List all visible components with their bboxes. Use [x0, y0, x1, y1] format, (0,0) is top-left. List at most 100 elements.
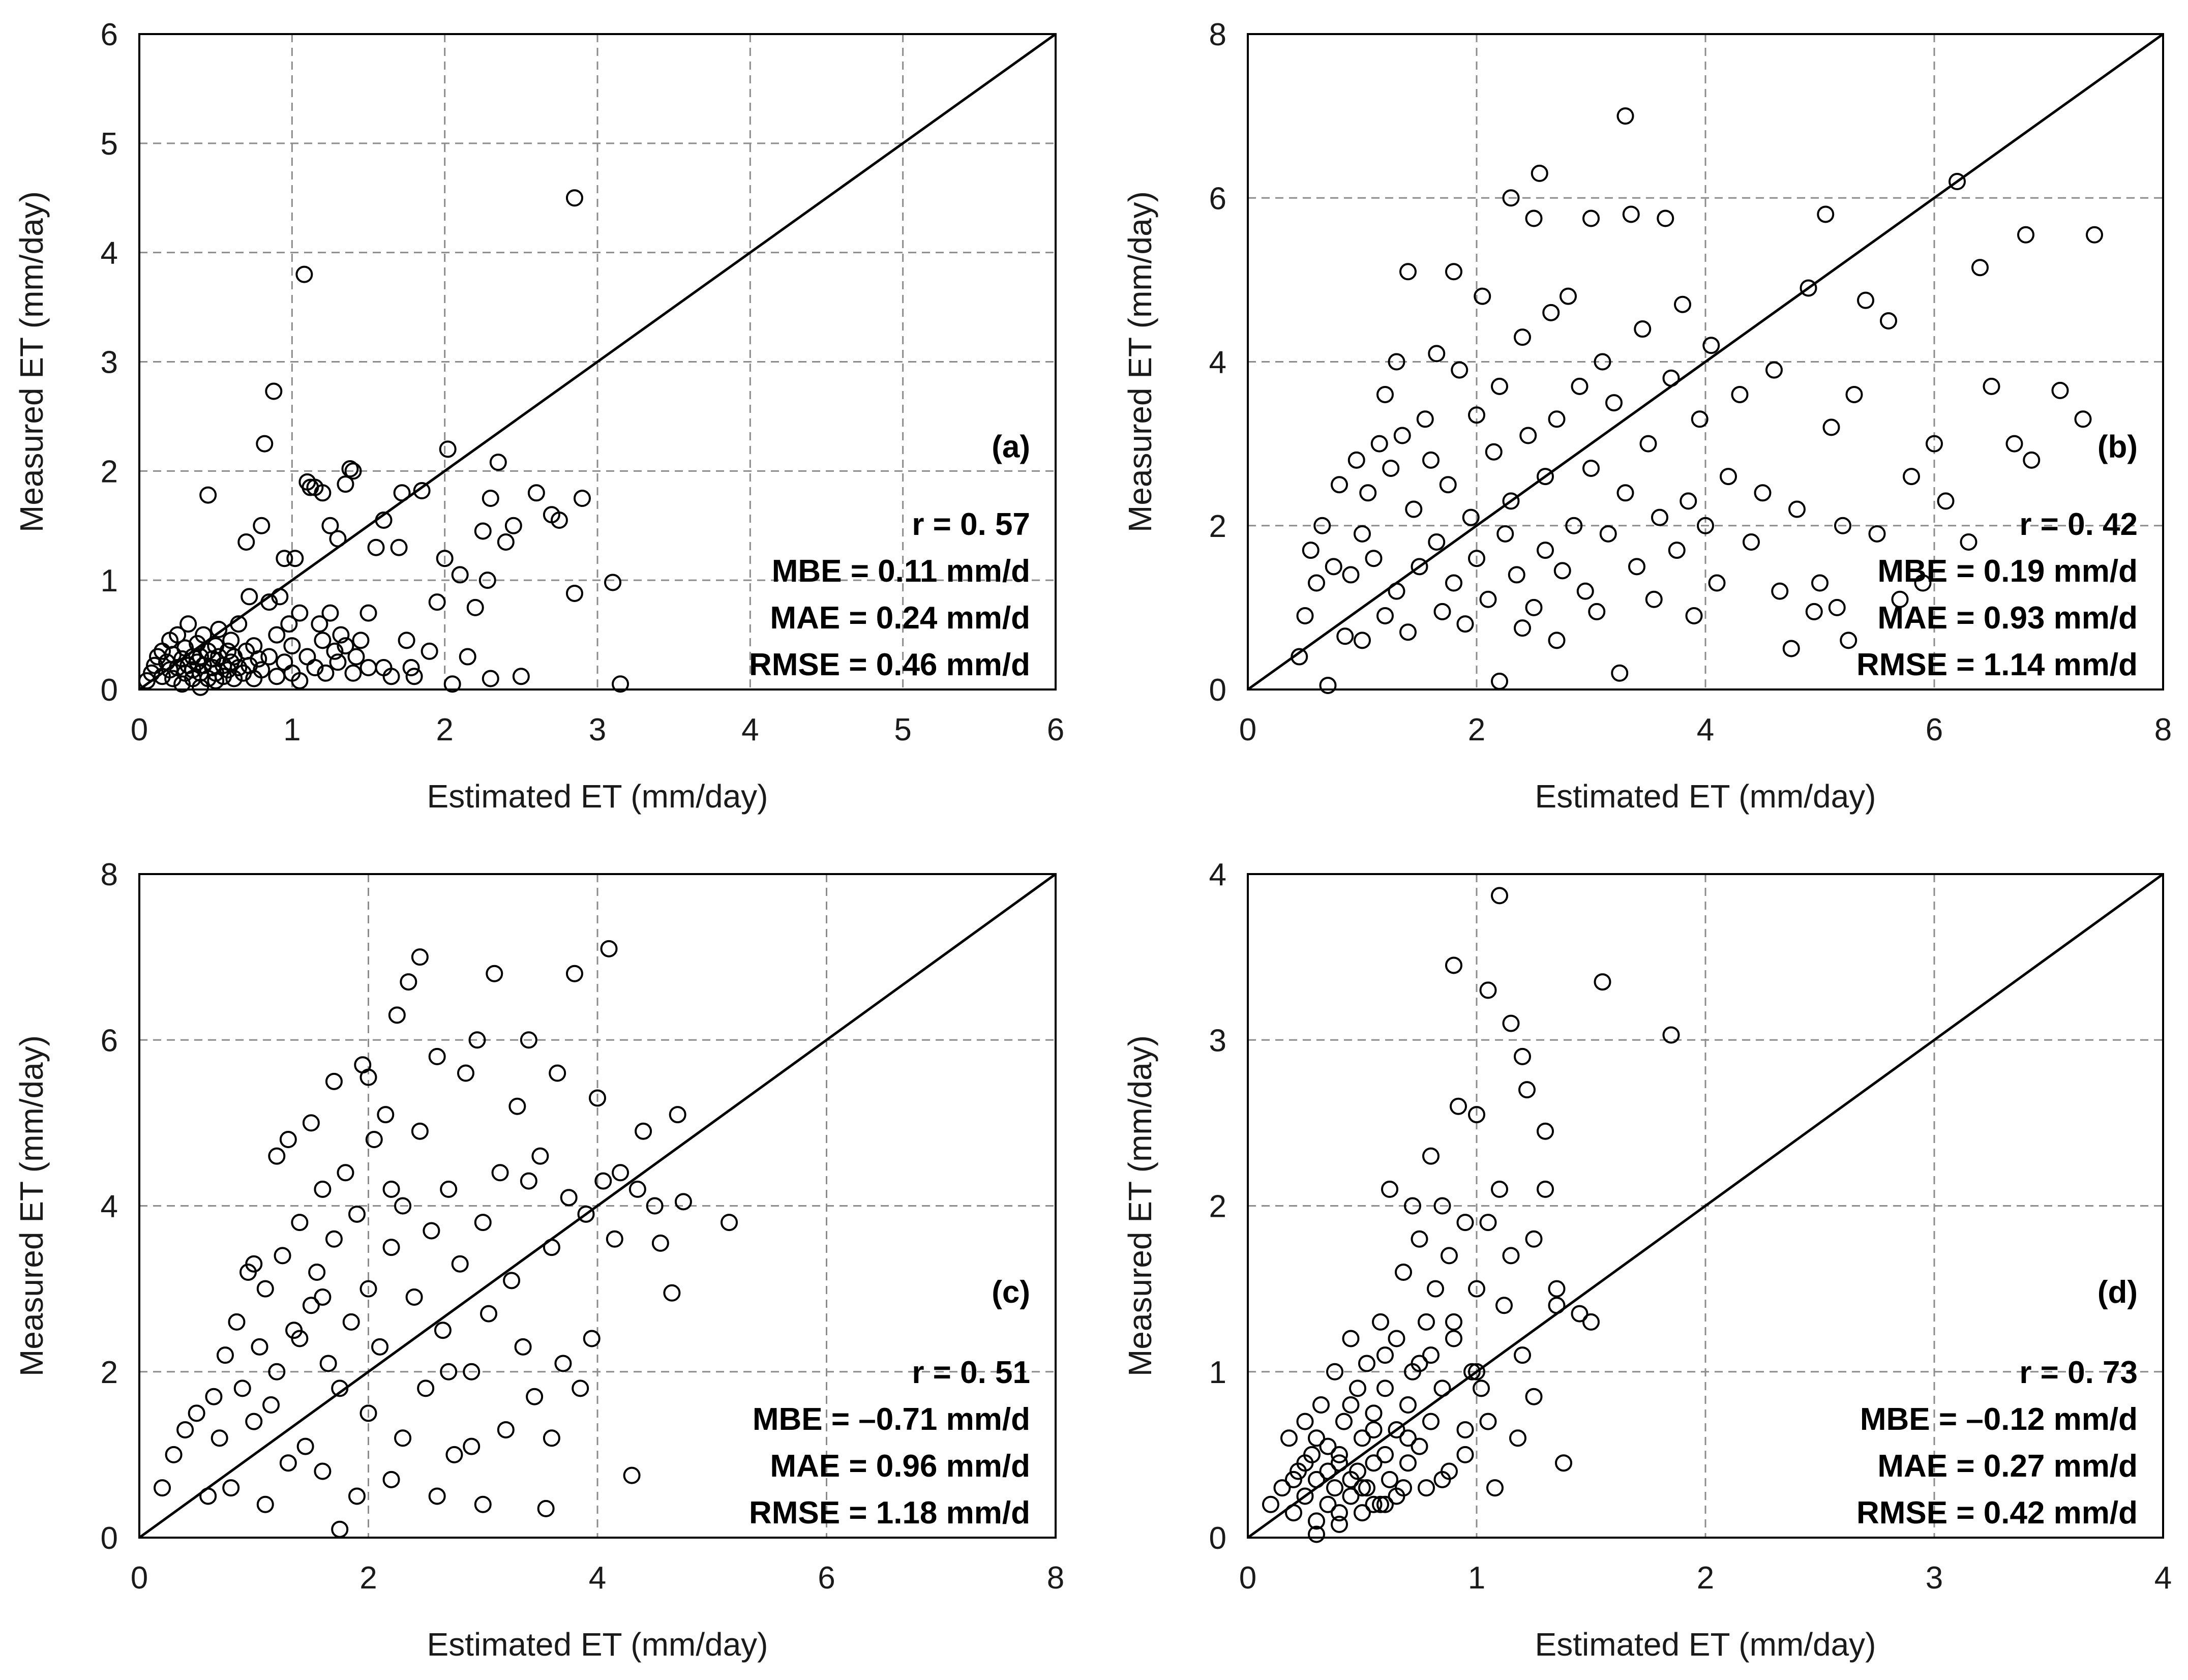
- panel-d-data-point: [1525, 1388, 1543, 1405]
- panel-c-data-point: [526, 1388, 544, 1405]
- panel-c-data-point: [365, 1131, 383, 1148]
- panel-b-data-point: [1462, 508, 1480, 526]
- panel-b-data-point: [1514, 328, 1531, 346]
- panel-c-data-point: [463, 1363, 481, 1381]
- panel-d-x-axis-label: Estimated ET (mm/day): [1535, 1626, 1876, 1663]
- panel-d-data-point: [1354, 1429, 1371, 1447]
- panel-b-x-tick-label: 6: [1926, 712, 1943, 747]
- panel-a-data-point: [344, 462, 362, 480]
- panel-c-data-point: [537, 1499, 555, 1517]
- panel-c-data-point: [520, 1172, 537, 1190]
- panel-c-data-point: [256, 1280, 274, 1298]
- panel-b-data-point: [1468, 406, 1485, 424]
- panel-b-data-point: [1971, 259, 1989, 277]
- panel-c-data-point: [205, 1388, 223, 1405]
- panel-d-data-point: [1365, 1404, 1383, 1422]
- panel-b-data-point: [1731, 385, 1749, 403]
- panel-b-data-point: [1634, 320, 1652, 338]
- panel-c-data-point: [440, 1363, 458, 1381]
- panel-d-data-point: [1509, 1429, 1526, 1447]
- panel-d-data-point: [1342, 1471, 1360, 1488]
- panel-c-data-point: [623, 1466, 641, 1484]
- panel-a-data-point: [311, 615, 328, 633]
- panel-d-x-tick-label: 4: [2154, 1561, 2172, 1596]
- panel-d-data-point: [1358, 1355, 1375, 1372]
- panel-c-data-point: [337, 1164, 354, 1182]
- panel-b-data-point: [1788, 500, 1806, 518]
- panel-c-data-point: [165, 1446, 183, 1463]
- panel-c-stat-line: r = 0. 51: [912, 1355, 1030, 1390]
- panel-c-data-point: [628, 1180, 646, 1198]
- panel-d-data-point: [1456, 1421, 1474, 1438]
- panel-b-data-point: [1525, 598, 1543, 616]
- panel-a-data-point: [482, 490, 499, 507]
- panel-c-data-point: [211, 1429, 228, 1447]
- panel-d-data-point: [1381, 1180, 1398, 1198]
- panel-b-data-point: [1845, 385, 1863, 403]
- panel-b-data-point: [1537, 542, 1554, 559]
- panel-d-data-point: [1456, 1214, 1474, 1232]
- panel-c-data-point: [154, 1479, 171, 1497]
- panel-b-data-point: [1428, 533, 1446, 551]
- panel-c-x-tick-label: 2: [359, 1561, 377, 1596]
- panel-d-data-point: [1518, 1081, 1536, 1099]
- panel-a-data-point: [321, 604, 339, 622]
- panel-d-data-point: [1441, 1247, 1458, 1265]
- panel-a-data-point: [504, 517, 522, 534]
- panel-d-data-point: [1308, 1525, 1325, 1543]
- panel-c-data-point: [382, 1471, 400, 1488]
- panel-a-x-tick-label: 3: [589, 712, 606, 747]
- panel-c-data-point: [256, 1495, 274, 1513]
- panel-a-data-point: [565, 584, 583, 602]
- panel-d-data-point: [1388, 1330, 1405, 1347]
- panel-b-data-point: [1983, 377, 2000, 395]
- panel-d-data-point: [1537, 1180, 1554, 1198]
- panel-d-data-point: [1399, 1396, 1417, 1414]
- panel-a-x-axis-label: Estimated ET (mm/day): [427, 778, 768, 815]
- panel-b-data-point: [1582, 459, 1600, 477]
- panel-c-data-point: [651, 1234, 669, 1252]
- panel-d-data-point: [1296, 1413, 1314, 1430]
- panel-d-data-point: [1479, 1214, 1497, 1232]
- panel-b-data-point: [1370, 435, 1388, 453]
- panel-a-data-point: [314, 632, 332, 649]
- panel-b-data-point: [1376, 607, 1394, 624]
- panel-b-data-point: [1765, 361, 1783, 379]
- panel-a-data-point: [268, 626, 286, 644]
- panel-c-data-point: [216, 1346, 234, 1364]
- panel-b-data-point: [1571, 377, 1588, 395]
- panel-b-plot-frame: [1247, 33, 2164, 691]
- panel-a-data-point: [291, 604, 309, 622]
- panel-b-panel-label: (b): [2097, 430, 2138, 465]
- panel-a-x-tick-label: 6: [1047, 712, 1064, 747]
- panel-b-x-tick-label: 2: [1468, 712, 1485, 747]
- panel-a-data-point: [306, 659, 324, 677]
- panel-d-data-point: [1662, 1026, 1680, 1044]
- panel-b-data-point: [1496, 525, 1514, 543]
- panel-b-data-point: [1416, 410, 1434, 428]
- panel-b-data-point: [1411, 558, 1428, 576]
- panel-d-data-point: [1331, 1515, 1348, 1533]
- panel-d-plot-frame: [1247, 873, 2164, 1539]
- panel-b-stat-line: r = 0. 42: [2019, 507, 2138, 542]
- panel-a-data-point: [497, 533, 515, 551]
- panel-b-data-point: [1428, 345, 1446, 363]
- panel-b-data-point: [1376, 385, 1394, 403]
- panel-d-data-point: [1296, 1454, 1314, 1472]
- panel-a-data-point: [237, 533, 255, 551]
- panel-d-data-point: [1308, 1429, 1325, 1447]
- panel-a-data-point: [265, 382, 283, 400]
- panel-c-data-point: [279, 1454, 297, 1472]
- panel-d-data-point: [1388, 1421, 1405, 1438]
- panel-a-one-to-one-line: [138, 33, 1057, 691]
- panel-c-data-point: [468, 1031, 486, 1049]
- panel-a-data-point: [344, 664, 362, 682]
- panel-a-y-tick-label: 4: [101, 236, 118, 271]
- panel-c-data-point: [600, 940, 618, 957]
- panel-a-data-point: [337, 475, 354, 493]
- panel-a-data-point: [466, 598, 484, 616]
- panel-c-data-point: [348, 1487, 366, 1505]
- panel-c-data-point: [549, 1064, 566, 1082]
- panel-a-data-point: [230, 615, 248, 633]
